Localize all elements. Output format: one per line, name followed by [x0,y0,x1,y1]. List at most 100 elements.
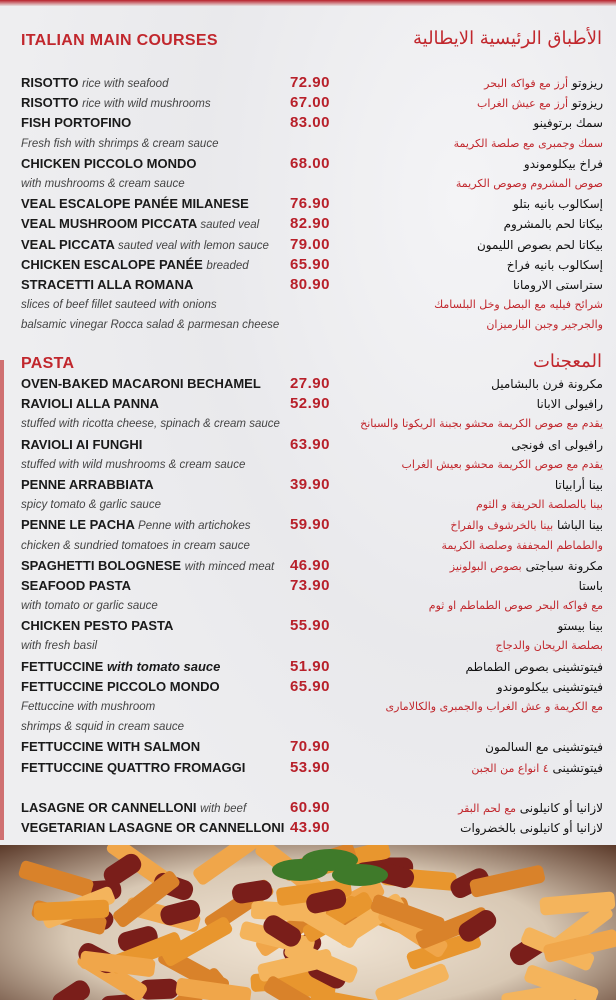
top-border [0,0,616,6]
dish-price: 63.90 [289,435,330,453]
dish-name-text: VEGETARIAN LASAGNE OR CANNELLONI [21,820,285,836]
dish-name-ar-text: ستراستى الارومانا [513,277,603,292]
menu-line: VEAL MUSHROOM PICCATA sauted veal 82.90 بي… [0,214,616,234]
dish-name-text: FETTUCCINE QUATTRO FROMAGGI [21,759,246,775]
menu-line: SEAFOOD PASTA 73.90 باستا [0,576,616,596]
sundried-tomato [138,978,179,1000]
dish-description: shrimps & squid in cream sauce [21,721,184,734]
section-title-main-courses-ar: الأطباق الرئيسية الايطالية [412,28,602,49]
dish-name-ar: لازانيا أو كانيلونى بالخضروات [460,818,603,838]
sundried-tomato [374,862,415,889]
penne-piece [263,976,334,1000]
dish-name-ar-text: بينا الباشا [556,518,603,533]
dish-name-ar: سمك برتوفينو [533,113,603,133]
menu-line: FETTUCCINE PICCOLO MONDO 65.90 فيتوتشينى ب… [0,677,616,697]
dish-name: STRACETTI ALLA ROMANA [21,275,193,295]
dish-name-ar: فيتوتشينى ٤ انواع من الجبن [471,758,603,779]
dish-description-ar: بصلصة الريحان والدجاج [495,639,604,653]
dish-price: 67.00 [289,94,330,112]
dish-name-text: FETTUCCINE [21,658,104,674]
menu-line: SPAGHETTI BOLOGNESE with minced meat 46.9… [0,556,616,576]
dish-name: OVEN-BAKED MACARONI BECHAMEL [21,374,261,394]
menu-line: CHICKEN PESTO PASTA 55.90 بينا بيستو [0,616,616,636]
dish-name: CHICKEN ESCALOPE PANÉE breaded [21,255,249,276]
dish-name-ar-text: فيتوتشينى مع السالمون [485,740,603,755]
menu-line: chicken & sundried tomatoes in cream sau… [0,536,616,556]
penne-piece [113,871,180,928]
dish-name-ar-text: بينا أرابياتا [554,477,603,492]
dish-name-ar-text: فيتوتشينى بصوص الطماطم [465,659,603,674]
dish-name: RISOTTO rice with seafood [21,73,168,94]
dish-note-ar: أرز مع عيش الغراب [477,97,569,111]
dish-description: with tomato or garlic sauce [21,600,158,613]
dish-price: 52.90 [289,395,330,413]
dish-name-text: VEAL MUSHROOM PICCATA [21,216,197,232]
dish-note-ar: أرز مع فواكه البحر [484,77,569,90]
menu-line: CHICKEN PICCOLO MONDO 68.00 فراخ بيكلوموند… [0,154,616,174]
dish-price: 46.90 [289,556,330,574]
dish-description: spicy tomato & garlic sauce [21,499,161,512]
dish-name: RISOTTO rice with wild mushrooms [21,93,211,114]
dish-name-ar-text: مكرونة سباجتى [525,558,603,573]
dish-price: 68.00 [289,154,330,172]
dish-price: 51.90 [289,657,330,675]
dish-description: Fettuccine with mushroom [21,701,156,713]
menu-line: RISOTTO rice with wild mushrooms 67.00 ريز… [0,93,616,113]
dish-description-ar: والطماطم المجففة وصلصة الكريمة [441,538,603,552]
menu-line: LASAGNE OR CANNELLONI with beef 60.90 لازا… [0,798,616,818]
section-title-pasta-ar: المعجنات [532,351,602,372]
dish-note: breaded [206,259,249,272]
dish-name-ar: بيكاتا لحم بالمشروم [504,214,603,234]
menu-line: RAVIOLI AI FUNGHI 63.90 رافيولى اى فونجى [0,435,616,455]
dish-name: LASAGNE OR CANNELLONI with beef [21,798,246,819]
menu-line: stuffed with ricotta cheese, spinach & c… [0,414,616,434]
menu-line: FETTUCCINE WITH SALMON 70.90 فيتوتشينى مع … [0,737,616,757]
dish-description: stuffed with ricotta cheese, spinach & c… [21,418,280,431]
dish-description-ar: مع الكريمة و عش الغراب والجمبرى والكالام… [385,700,603,713]
dish-price: 72.90 [289,74,330,91]
dish-name: CHICKEN PESTO PASTA [21,616,173,636]
dish-name-ar: إسكالوب بانيه بتلو [513,194,603,214]
dish-note: rice with seafood [82,78,169,90]
dish-name-ar-text: فيتوتشينى بيكلوموندو [496,679,603,694]
penne-piece [310,988,386,1000]
menu-line: OVEN-BAKED MACARONI BECHAMEL 27.90 مكرونة … [0,374,616,394]
dish-name-ar: ريزوتو أرز مع فواكه البحر [484,73,603,94]
dish-note: Penne with artichokes [138,520,251,533]
dish-price: 65.90 [289,677,330,695]
dish-description-ar: يقدم مع صوص الكريمة محشو بجبنة الريكوتا … [360,417,603,431]
dish-name-text: VEAL PICCATA [21,236,115,252]
dish-name: FETTUCCINE PICCOLO MONDO [21,677,220,697]
dish-name-ar: بيكاتا لحم بصوص الليمون [477,235,603,255]
dish-name-ar: باستا [579,576,603,596]
dish-name-ar: رافيولى الابانا [537,394,603,414]
menu-line: FETTUCCINE QUATTRO FROMAGGI 53.90 فيتوتشين… [0,758,616,778]
dish-name-text: FETTUCCINE PICCOLO MONDO [21,678,220,694]
dish-description-ar: والجرجير وجبن البارميزان [486,318,603,332]
dish-name-ar: مكرونة سباجتى بصوص البولونيز [450,556,603,577]
menu-line: FISH PORTOFINO 83.00 سمك برتوفينو [0,113,616,133]
dish-price: 65.90 [289,255,330,273]
dish-name-ar: فيتوتشينى مع السالمون [485,737,603,757]
dish-price: 59.90 [289,516,330,534]
dish-name-text: RAVIOLI ALLA PANNA [21,396,159,412]
dish-price: 73.90 [289,576,330,594]
dish-price: 82.90 [289,215,330,233]
dish-description: with fresh basil [21,640,98,653]
dish-name-ar: بينا الباشا بينا بالخرشوف والفراخ [450,515,603,536]
penne-piece [469,865,545,898]
sundried-tomato [52,980,90,1000]
sundried-tomato [450,868,490,899]
dish-name: RAVIOLI AI FUNGHI [21,435,142,455]
dish-note: rice with wild mushrooms [82,98,211,111]
penne-piece [284,940,358,983]
dish-note-ar: ٤ انواع من الجبن [471,761,549,775]
dish-name-ar-text: فراخ بيكلوموندو [523,156,603,171]
dish-name-ar-text: فيتوتشينى [552,760,603,775]
dish-name-text: LASAGNE OR CANNELLONI [21,800,197,815]
penne-piece [415,907,490,949]
penne-piece [375,963,449,1000]
menu-line: PENNE ARRABBIATA 39.90 بينا أرابياتا [0,475,616,495]
dish-name-ar-text: ريزوتو [571,76,603,90]
